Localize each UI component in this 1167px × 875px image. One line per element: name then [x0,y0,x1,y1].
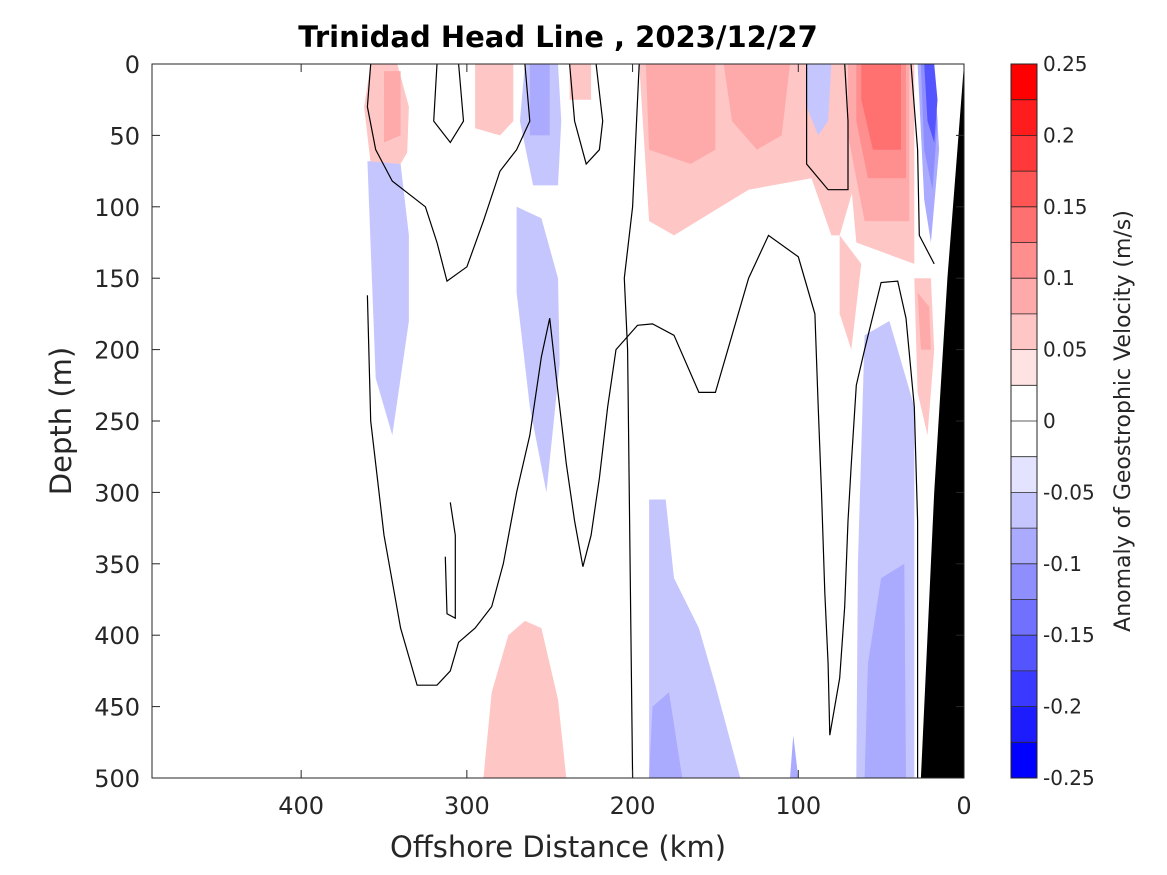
colorbar-tick-label: -0.1 [1043,552,1082,576]
colorbar-band [1011,492,1037,529]
colorbar-tick-label: 0.25 [1043,52,1088,76]
x-tick-label: 200 [610,792,656,820]
velocity-region [529,64,550,136]
x-tick-label: 0 [956,792,971,820]
y-tick-label: 150 [94,265,140,293]
colorbar-label: Anomaly of Geostrophic Velocity (m/s) [1111,210,1136,632]
velocity-region [917,292,931,350]
colorbar-band [1011,135,1037,172]
velocity-region [723,64,790,150]
colorbar-band [1011,206,1037,243]
y-tick-label: 200 [94,337,140,365]
colorbar-band [1011,706,1037,743]
colorbar-tick-label: -0.2 [1043,695,1082,719]
velocity-region [475,64,514,136]
y-tick-label: 100 [94,194,140,222]
velocity-fill-regions [364,64,940,778]
zero-contour-line [623,64,640,778]
colorbar-band [1011,599,1037,636]
y-tick-label: 50 [109,122,140,150]
x-axis: 400 300 200 100 0 [278,64,972,820]
velocity-region [806,64,832,136]
y-tick-label: 0 [125,51,140,79]
colorbar-band [1011,670,1037,708]
colorbar-band [1011,742,1037,779]
velocity-region [483,620,567,778]
colorbar-tick-label: 0 [1043,409,1056,433]
colorbar-tick-label: -0.25 [1043,766,1095,790]
colorbar-band [1011,64,1037,101]
zero-contour-line [444,502,456,620]
colorbar: 0.25 0.2 0.15 0.1 0.05 0 -0.05 -0.1 -0.15 -0.2 -0.… [1010,52,1095,790]
y-tick-label: 400 [94,622,140,650]
zero-contour-line [569,64,604,166]
y-tick-label: 450 [94,694,140,722]
colorbar-band [1011,635,1037,672]
y-axis-label: Depth (m) [44,347,78,495]
x-tick-label: 100 [775,792,821,820]
x-axis-label: Offshore Distance (km) [390,830,726,864]
x-tick-label: 300 [444,792,490,820]
colorbar-band [1011,456,1037,493]
velocity-region [649,692,683,778]
colorbar-tick-label: 0.05 [1043,338,1088,362]
y-tick-label: 500 [94,765,140,793]
velocity-region [569,64,592,100]
colorbar-tick-label: 0.2 [1043,123,1075,147]
colorbar-frame [1010,63,1038,779]
colorbar-band [1011,278,1037,315]
velocity-region [924,64,938,143]
plot-area: 400 300 200 100 0 0 50 100 150 200 250 300 350 400 45… [94,51,971,820]
y-axis: 0 50 100 150 200 250 300 350 400 450 500 [94,51,964,793]
colorbar-band [1011,242,1037,279]
y-tick-label: 250 [94,408,140,436]
velocity-region [790,735,799,778]
zero-contour-line [805,64,849,191]
x-tick-label: 400 [278,792,324,820]
colorbar-tick-label: -0.05 [1043,480,1095,504]
colorbar-band [1011,563,1037,600]
colorbar-tick-label: 0.1 [1043,266,1075,290]
colorbar-band [1011,349,1037,386]
velocity-region [384,71,401,143]
bathymetry-shape [920,64,964,778]
colorbar-band [1011,421,1037,458]
colorbar-band [1011,99,1037,136]
zero-contour-line [366,234,919,778]
bathymetry [920,64,964,778]
velocity-region [649,499,741,778]
colorbar-band [1011,385,1037,422]
velocity-region [367,161,409,436]
colorbar-band [1011,528,1037,565]
velocity-region [645,64,716,164]
colorbar-tick-label: -0.15 [1043,623,1095,647]
zero-contour-line [433,64,465,144]
zero-contours [366,64,935,778]
zero-contour-line [910,64,935,265]
colorbar-band [1011,171,1037,208]
velocity-region [839,235,862,350]
velocity-region [864,563,906,778]
y-tick-label: 300 [94,479,140,507]
velocity-region [516,206,560,493]
chart-title: Trinidad Head Line , 2023/12/27 [298,20,818,54]
velocity-region [861,64,901,150]
y-tick-label: 350 [94,551,140,579]
colorbar-band [1011,313,1037,351]
colorbar-tick-label: 0.15 [1043,195,1088,219]
zero-contour-line [366,64,531,283]
